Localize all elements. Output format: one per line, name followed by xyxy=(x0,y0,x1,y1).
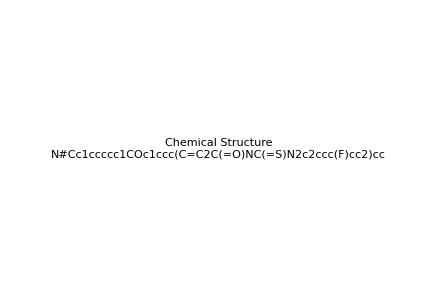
Text: Chemical Structure
N#Cc1ccccc1COc1ccc(C=C2C(=O)NC(=S)N2c2ccc(F)cc2)cc: Chemical Structure N#Cc1ccccc1COc1ccc(C=… xyxy=(51,138,386,160)
